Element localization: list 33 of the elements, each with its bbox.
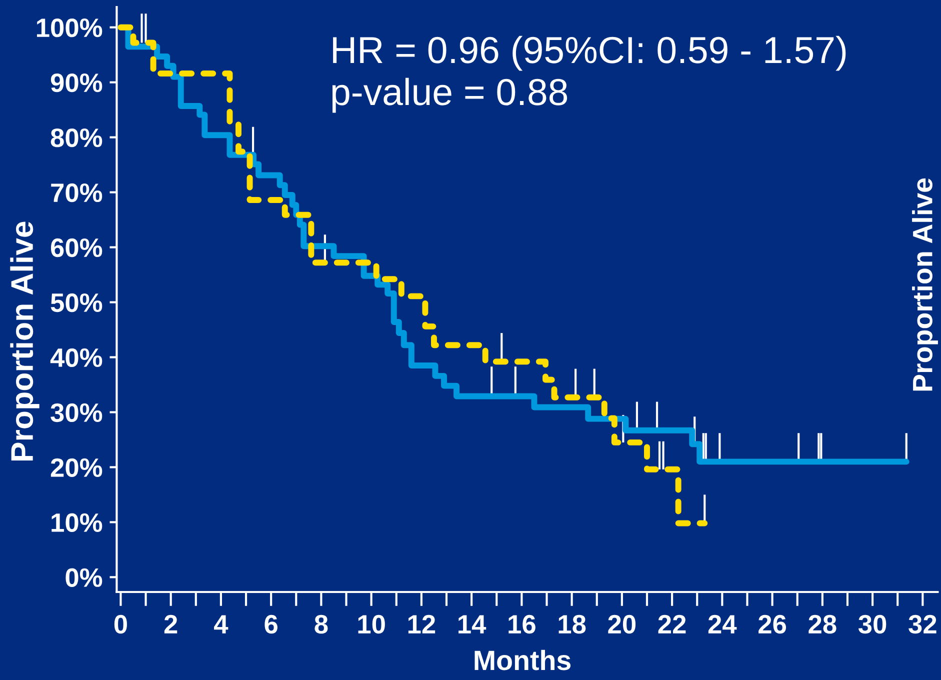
y-tick-label: 50% — [50, 293, 102, 312]
y-tick-label: 70% — [51, 183, 102, 202]
x-tick-label: 22 — [658, 614, 686, 634]
x-axis-title: Months — [474, 650, 571, 670]
x-tick-label: 18 — [558, 614, 586, 634]
x-tick-label: 32 — [908, 614, 936, 634]
x-tick-label: 24 — [708, 614, 737, 634]
y-tick-label: 0% — [66, 568, 102, 587]
x-tick-label: 8 — [314, 614, 328, 634]
y-tick-label: 80% — [50, 128, 102, 148]
x-tick-label: 4 — [214, 615, 228, 634]
y-tick-label: 30% — [50, 403, 102, 422]
y-tick-label: 60% — [50, 238, 102, 258]
y-tick-label: 10% — [52, 513, 102, 532]
x-tick-label: 12 — [408, 614, 436, 634]
x-tick-label: 14 — [458, 615, 486, 634]
x-tick-label: 10 — [358, 614, 385, 634]
x-tick-label: 0 — [114, 614, 127, 634]
y-tick-label: 100% — [36, 18, 102, 38]
y-tick-label: 90% — [50, 73, 102, 92]
x-tick-label: 28 — [808, 614, 836, 634]
y-axis-title: Proportion Alive — [10, 222, 40, 460]
x-tick-label: 20 — [608, 614, 636, 634]
annotation: p-value = 0.88 — [332, 78, 568, 113]
x-tick-label: 30 — [858, 614, 886, 634]
x-tick-label: 2 — [164, 614, 178, 634]
x-tick-label: 16 — [508, 614, 536, 634]
x-tick-label: 26 — [758, 614, 786, 634]
y-tick-label: 40% — [50, 348, 102, 368]
annotation: Proportion Alive — [912, 178, 938, 391]
x-tick-label: 6 — [264, 614, 278, 634]
annotation: HR = 0.96 (95%CI: 0.59 - 1.57) — [333, 36, 846, 71]
y-tick-label: 20% — [50, 458, 102, 478]
